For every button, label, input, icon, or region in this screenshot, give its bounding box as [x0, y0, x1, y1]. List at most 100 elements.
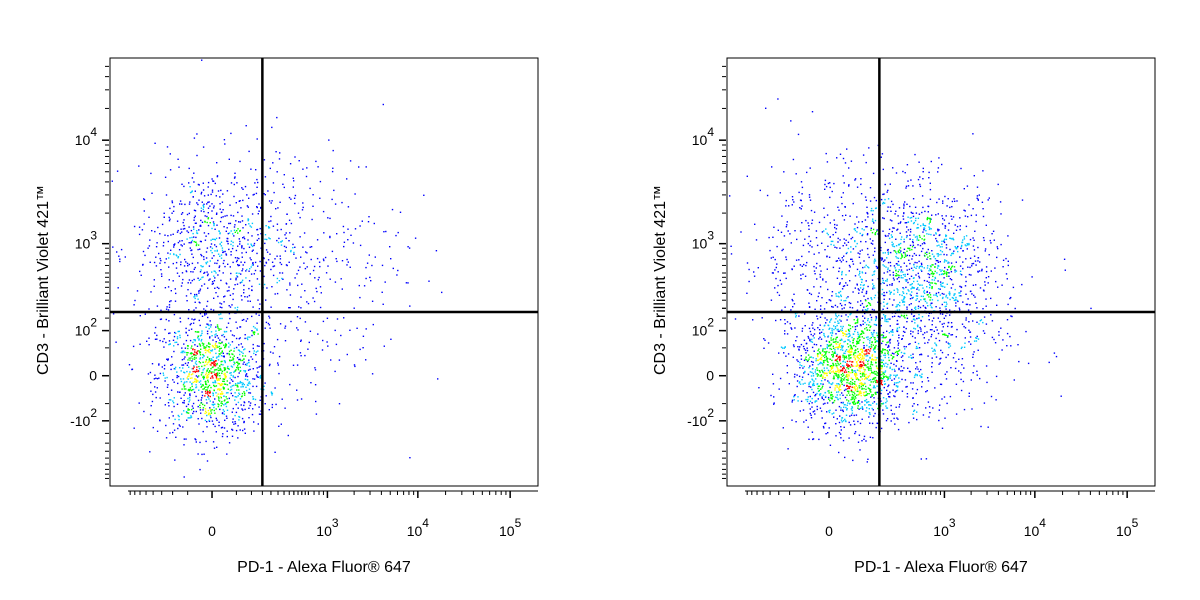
event-dot: [954, 269, 956, 271]
event-dot: [854, 240, 856, 243]
event-dot: [941, 323, 943, 325]
event-dot: [870, 332, 873, 334]
event-dot: [230, 182, 233, 184]
event-dot: [144, 313, 146, 315]
event-dot: [881, 365, 883, 368]
event-dot: [794, 394, 796, 396]
event-dot: [886, 418, 889, 420]
event-dot: [876, 267, 878, 269]
event-dot: [869, 337, 871, 340]
event-dot: [302, 206, 304, 209]
event-dot: [191, 360, 193, 362]
event-dot: [171, 200, 173, 202]
event-dot: [988, 254, 990, 256]
event-dot: [937, 213, 939, 215]
event-dot: [195, 293, 198, 296]
event-dot: [928, 287, 931, 289]
event-dot: [882, 201, 885, 204]
event-dot: [133, 304, 135, 306]
event-dot: [842, 345, 844, 348]
event-dot: [990, 270, 992, 272]
event-dot: [284, 327, 286, 329]
event-dot: [915, 212, 918, 214]
event-dot: [954, 293, 956, 295]
event-dot: [228, 305, 230, 307]
event-dot: [399, 211, 402, 213]
event-dot: [913, 234, 915, 236]
event-dot: [209, 337, 211, 339]
event-dot: [864, 317, 866, 319]
event-dot: [1000, 327, 1002, 329]
event-dot: [842, 409, 844, 411]
event-dot: [764, 339, 766, 341]
event-dot: [189, 191, 192, 194]
event-dot: [802, 345, 805, 348]
event-dot: [846, 284, 849, 286]
event-dot: [245, 125, 247, 127]
event-dot: [143, 223, 145, 225]
event-dot: [170, 399, 172, 401]
event-dot: [829, 347, 831, 350]
event-dot: [233, 423, 235, 425]
event-dot: [882, 335, 885, 337]
event-dot: [841, 304, 843, 307]
event-dot: [168, 266, 170, 268]
event-dot: [198, 343, 201, 345]
event-dot: [785, 355, 787, 357]
event-dot: [968, 243, 970, 246]
event-dot: [218, 266, 220, 269]
event-dot: [210, 372, 213, 374]
event-dot: [885, 336, 887, 338]
event-dot: [854, 352, 857, 354]
event-dot: [289, 284, 291, 286]
event-dot: [851, 407, 854, 409]
event-dot: [200, 240, 202, 243]
event-dot: [167, 359, 169, 361]
event-dot: [985, 323, 988, 325]
event-dot: [222, 433, 224, 435]
event-dot: [1031, 276, 1033, 278]
event-dot: [860, 300, 862, 302]
event-dot: [734, 318, 737, 320]
event-dot: [889, 206, 892, 208]
event-dot: [873, 348, 875, 351]
event-dot: [207, 233, 210, 235]
event-dot: [871, 279, 874, 281]
event-dot: [842, 410, 844, 413]
event-dot: [854, 330, 856, 333]
event-dot: [841, 274, 843, 276]
event-dot: [1064, 269, 1066, 271]
event-dot: [820, 338, 823, 340]
event-dot: [822, 279, 824, 281]
event-dot: [976, 337, 978, 339]
event-dot: [893, 395, 895, 397]
event-dot: [901, 378, 903, 381]
event-dot: [248, 381, 251, 383]
event-dot: [179, 367, 181, 369]
event-dot: [214, 380, 216, 382]
event-dot: [800, 274, 802, 276]
event-dot: [187, 409, 189, 411]
event-dot: [209, 278, 211, 280]
event-dot: [854, 326, 857, 328]
event-dot: [179, 321, 182, 323]
event-dot: [881, 336, 883, 339]
event-dot: [875, 199, 877, 202]
event-dot: [200, 207, 203, 209]
event-dot: [205, 389, 207, 391]
event-dot: [236, 283, 239, 285]
event-dot: [233, 195, 235, 198]
event-dot: [838, 283, 841, 285]
event-dot: [186, 377, 188, 379]
event-dot: [231, 334, 234, 336]
event-dot: [223, 404, 225, 406]
event-dot: [214, 347, 216, 349]
event-dot: [870, 297, 872, 299]
event-dot: [187, 317, 190, 320]
event-dot: [816, 373, 819, 375]
event-dot: [211, 203, 213, 205]
event-dot: [939, 404, 941, 406]
event-dot: [906, 164, 909, 166]
event-dot: [397, 269, 399, 272]
event-dot: [193, 366, 195, 368]
